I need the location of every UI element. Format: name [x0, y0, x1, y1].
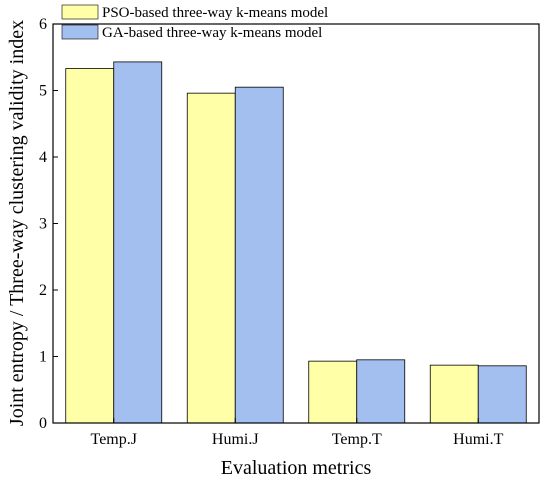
bar-ga-0	[113, 61, 163, 424]
y-axis-title: Joint entropy / Three-way clustering val…	[6, 20, 28, 426]
bar-ga-1	[234, 86, 284, 424]
y-axis-ticks: 0 1 2 3 4 5 6	[39, 16, 58, 432]
bar-ga-2	[356, 359, 406, 424]
bar-pso-1	[186, 92, 236, 424]
x-tick-label: Humi.T	[453, 431, 503, 448]
y-tick-label: 5	[39, 83, 47, 100]
bar-ga-3	[477, 365, 527, 424]
bars-layer	[65, 61, 527, 424]
x-axis-title: Evaluation metrics	[221, 457, 372, 479]
bar-pso-3	[429, 364, 479, 424]
plot-frame	[52, 23, 540, 424]
x-tick-label: Humi.J	[212, 431, 259, 448]
y-tick-label: 3	[39, 216, 47, 233]
y-tick-label: 6	[39, 16, 47, 33]
y-tick-label: 4	[39, 149, 47, 166]
y-tick-label: 2	[39, 282, 47, 299]
x-tick-label: Temp.T	[332, 431, 382, 448]
y-tick-label: 1	[39, 349, 47, 366]
x-axis-ticks: Temp.J Humi.J Temp.T Humi.T	[91, 418, 504, 448]
legend: PSO-based three-way k-means model GA-bas…	[61, 4, 328, 41]
legend-label-ga: GA-based three-way k-means model	[102, 25, 322, 41]
y-tick-label: 0	[39, 415, 47, 432]
x-tick-label: Temp.J	[91, 431, 137, 448]
legend-swatch-pso	[61, 4, 99, 20]
legend-label-pso: PSO-based three-way k-means model	[102, 5, 328, 21]
legend-swatch-ga	[61, 24, 99, 40]
bar-pso-0	[65, 68, 115, 424]
bar-pso-2	[308, 360, 358, 424]
